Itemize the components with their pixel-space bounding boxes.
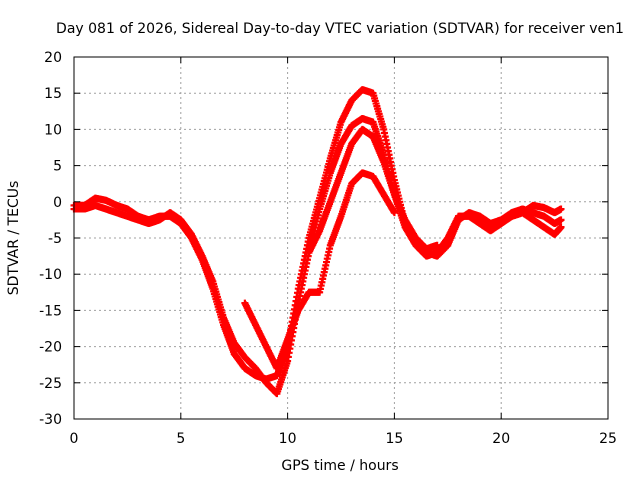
series-4 [305, 125, 441, 256]
x-tick-label: 25 [599, 431, 617, 447]
data-point [557, 205, 565, 213]
y-tick-label: 15 [44, 86, 62, 102]
x-tick-label: 20 [492, 431, 510, 447]
chart-title: Day 081 of 2026, Sidereal Day-to-day VTE… [56, 21, 624, 37]
y-axis-title: SDTVAR / TECUs [6, 181, 22, 296]
series-3 [241, 169, 398, 372]
x-tick-label: 10 [279, 431, 297, 447]
y-tick-label: -5 [48, 231, 62, 247]
x-axis-ticks: 0 5 10 15 20 25 [70, 57, 617, 447]
x-tick-label: 0 [70, 431, 79, 447]
x-tick-label: 5 [176, 431, 185, 447]
data-point [433, 241, 441, 249]
y-tick-label: 20 [44, 50, 62, 66]
y-tick-label: -10 [39, 267, 62, 283]
y-tick-label: 10 [44, 122, 62, 138]
x-tick-label: 15 [385, 431, 403, 447]
y-tick-label: -20 [39, 340, 62, 356]
y-tick-label: 0 [53, 195, 62, 211]
y-axis-ticks: -30 -25 -20 -15 -10 -5 0 5 10 15 20 [39, 50, 608, 428]
data-point [557, 216, 565, 224]
data-point [557, 223, 565, 231]
y-tick-label: -25 [39, 376, 62, 392]
data-series [70, 86, 565, 398]
y-tick-label: 5 [53, 159, 62, 175]
series-5 [508, 201, 565, 220]
data-point [390, 209, 398, 217]
y-tick-label: -30 [39, 412, 62, 428]
y-tick-label: -15 [39, 303, 62, 319]
x-axis-title: GPS time / hours [281, 458, 398, 474]
